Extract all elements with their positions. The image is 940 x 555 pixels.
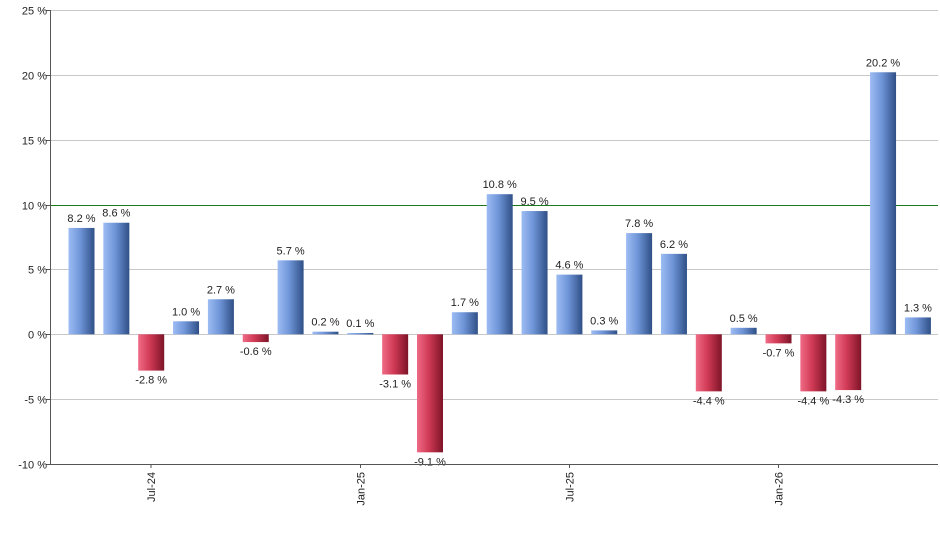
bar-value-label: 6.2 % (660, 239, 688, 251)
bar (138, 334, 165, 371)
bar-value-label: 8.2 % (67, 213, 95, 225)
bar (626, 233, 653, 335)
y-tick-label: 10 % (22, 201, 47, 213)
bar (347, 332, 374, 335)
bar (417, 334, 443, 453)
bar (765, 334, 792, 344)
y-tick-label: -5 % (24, 395, 47, 407)
bar-value-label: 1.0 % (172, 306, 200, 318)
bar (451, 312, 478, 335)
bar-value-label: 9.5 % (520, 196, 548, 208)
bar-value-label: -0.6 % (240, 346, 272, 358)
bar (68, 227, 95, 335)
bar-value-label: 8.6 % (102, 208, 130, 220)
bar-value-label: 2.7 % (207, 284, 235, 296)
x-tick-label: Jan-25 (355, 472, 367, 506)
bar (870, 72, 897, 335)
bar (800, 334, 827, 392)
bar (695, 334, 722, 392)
bar-value-label: -4.4 % (693, 395, 725, 407)
bar-value-label: 0.5 % (730, 313, 758, 325)
x-tick-label: Jan-26 (774, 472, 786, 506)
y-tick-label: 20 % (22, 71, 47, 83)
bar (660, 253, 687, 335)
bar-value-label: 0.2 % (311, 317, 339, 329)
bar-value-label: -3.1 % (379, 378, 411, 390)
axes: -10 % -5 % 0 % 5 % 10 % 15 % 20 % 25 % Jul-24 Jan… (18, 6, 938, 506)
bar (556, 274, 583, 335)
bar (173, 321, 200, 335)
y-tick-label: 0 % (28, 330, 47, 342)
bar-value-label: 1.7 % (451, 297, 479, 309)
bar (730, 327, 757, 335)
bar-value-label: -4.4 % (797, 395, 829, 407)
bar (242, 334, 269, 343)
bar-value-label: 0.1 % (346, 318, 374, 330)
y-tick-label: -10 % (18, 460, 47, 472)
bar (277, 260, 304, 335)
bar (207, 299, 234, 335)
y-tick-label: 15 % (22, 136, 47, 148)
x-tick-label: Jul-25 (564, 472, 576, 502)
bar-value-label: -9.1 % (414, 456, 446, 468)
bar-value-label: 20.2 % (866, 57, 900, 69)
bar-value-label: -4.3 % (832, 394, 864, 406)
bar-value-label: 10.8 % (483, 179, 517, 191)
value-labels: 8.2 % 8.6 % -2.8 % 1.0 % 2.7 % -0.6 % 5.7 % 0.2… (67, 57, 932, 468)
bar-value-label: 1.3 % (904, 302, 932, 314)
bar (835, 334, 862, 391)
bar-value-label: -2.8 % (135, 375, 167, 387)
y-tick-label: 25 % (22, 6, 47, 18)
bar-value-label: 5.7 % (277, 245, 305, 257)
bar-value-label: 4.6 % (555, 260, 583, 272)
bar (591, 330, 618, 335)
bar (904, 317, 931, 335)
bar (486, 194, 513, 335)
bar (312, 331, 339, 335)
bar (382, 334, 409, 375)
y-tick-label: 5 % (28, 265, 47, 277)
bar (521, 211, 548, 335)
x-tick-label: Jul-24 (146, 472, 158, 502)
bar-value-label: -0.7 % (763, 347, 795, 359)
bar-value-label: 7.8 % (625, 218, 653, 230)
bar-value-label: 0.3 % (590, 315, 618, 327)
bars (68, 72, 931, 453)
bar (103, 222, 130, 335)
